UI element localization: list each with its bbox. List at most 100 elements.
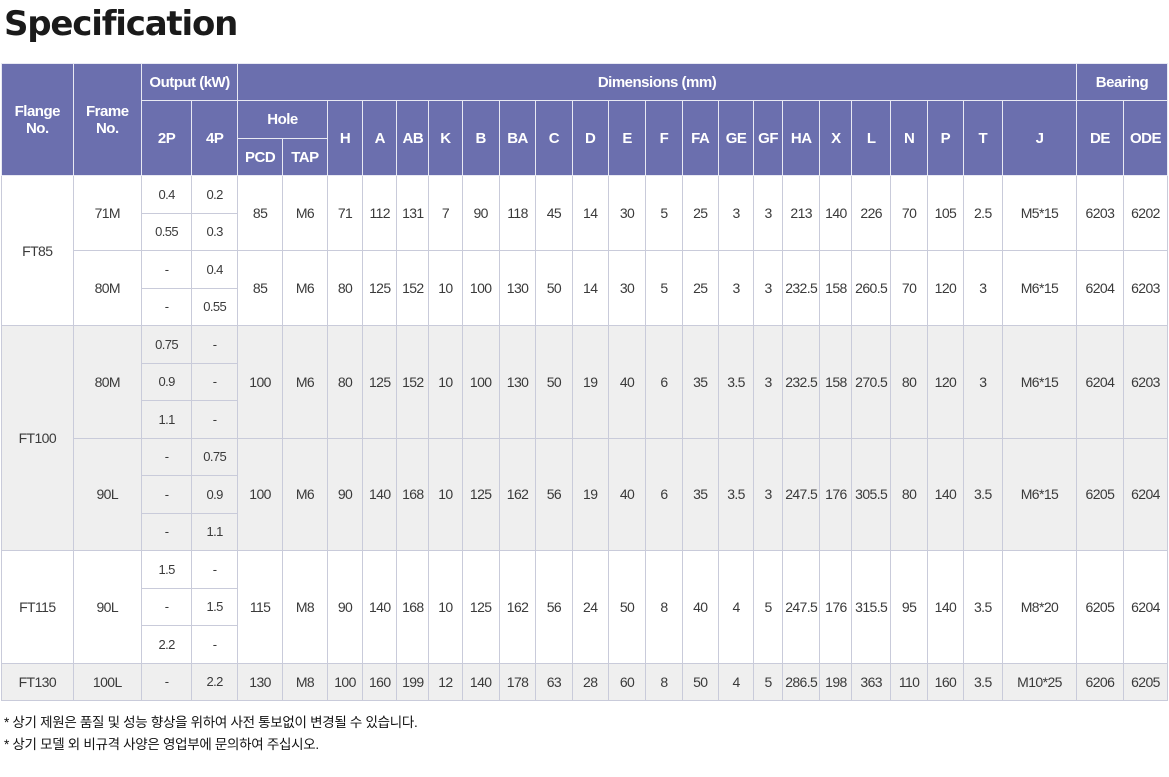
dim-h-cell: 90	[326, 437, 364, 551]
dim-fa-cell: 35	[681, 437, 719, 551]
dim-t-cell: 3.5	[962, 550, 1004, 664]
header-dim-h: H	[326, 100, 364, 176]
dim-gf-cell: 3	[753, 175, 784, 251]
dim-ge-cell: 3.5	[717, 437, 755, 551]
header-dim-n: N	[889, 100, 929, 176]
bearing-de-cell: 6203	[1075, 175, 1124, 251]
dim-f-cell: 8	[645, 662, 683, 701]
dim-j-cell: M6*15	[1002, 325, 1077, 439]
hole-tap-cell: M6	[282, 325, 328, 439]
header-dim-a: A	[362, 100, 398, 176]
dim-ha-cell: 213	[782, 175, 821, 251]
dim-f-cell: 5	[645, 175, 683, 251]
dim-h-cell: 71	[326, 175, 364, 251]
dim-t-cell: 3	[962, 250, 1004, 326]
dim-ge-cell: 4	[717, 550, 755, 664]
dim-ge-cell: 3.5	[717, 325, 755, 439]
header-frame-no: Frame No.	[72, 63, 142, 176]
dim-b-cell: 125	[461, 550, 500, 664]
dim-ab-cell: 199	[396, 662, 430, 701]
dim-ge-cell: 3	[717, 175, 755, 251]
dim-f-cell: 6	[645, 325, 683, 439]
dim-k-cell: 10	[428, 437, 463, 551]
dim-h-cell: 100	[326, 662, 364, 701]
hole-tap-cell: M8	[282, 550, 328, 664]
bearing-ode-cell: 6204	[1122, 437, 1169, 551]
table-body: FT85 71M 0.4 0.2 85 M6 71 112 131 7 90 118 45 14 30 5 25…	[1, 175, 1169, 701]
header-pcd: PCD	[237, 138, 284, 176]
output-2p-cell: 0.75	[140, 325, 193, 364]
dim-e-cell: 30	[607, 250, 647, 326]
dim-f-cell: 8	[645, 550, 683, 664]
hole-pcd-cell: 115	[237, 550, 284, 664]
output-2p-cell: 1.1	[140, 400, 193, 439]
dim-ba-cell: 130	[498, 250, 537, 326]
dim-p-cell: 140	[927, 437, 964, 551]
dim-c-cell: 63	[535, 662, 573, 701]
dim-fa-cell: 50	[681, 662, 719, 701]
table-row: -0.9	[2, 475, 1168, 514]
dim-gf-cell: 3	[753, 437, 784, 551]
dim-e-cell: 30	[607, 175, 647, 251]
output-2p-cell: -	[140, 587, 193, 626]
header-dim-j: J	[1002, 100, 1077, 176]
dim-k-cell: 10	[428, 550, 463, 664]
dim-ha-cell: 232.5	[782, 325, 821, 439]
dim-x-cell: 158	[819, 250, 853, 326]
dim-e-cell: 40	[607, 437, 647, 551]
dim-a-cell: 125	[362, 325, 398, 439]
dim-j-cell: M6*15	[1002, 250, 1077, 326]
header-dim-e: E	[607, 100, 647, 176]
dim-ha-cell: 286.5	[782, 662, 821, 701]
header-bearing-ode: ODE	[1122, 100, 1169, 176]
header-dim-ha: HA	[782, 100, 821, 176]
output-2p-cell: -	[140, 512, 193, 551]
header-dim-b: B	[461, 100, 500, 176]
flange-no-cell: FT85	[1, 175, 74, 326]
output-4p-cell: -	[191, 325, 239, 364]
bearing-de-cell: 6205	[1075, 437, 1124, 551]
output-2p-cell: -	[140, 437, 193, 476]
dim-c-cell: 50	[535, 250, 573, 326]
frame-no-cell: 100L	[72, 662, 142, 701]
bearing-ode-cell: 6202	[1122, 175, 1169, 251]
dim-gf-cell: 3	[753, 250, 784, 326]
header-dim-d: D	[571, 100, 609, 176]
dim-l-cell: 260.5	[851, 250, 891, 326]
dim-b-cell: 90	[461, 175, 500, 251]
output-4p-cell: 0.4	[191, 250, 239, 289]
dim-n-cell: 70	[889, 250, 929, 326]
dim-l-cell: 363	[851, 662, 891, 701]
dim-e-cell: 60	[607, 662, 647, 701]
dim-k-cell: 12	[428, 662, 463, 701]
dim-x-cell: 176	[819, 550, 853, 664]
hole-pcd-cell: 85	[237, 175, 284, 251]
dim-c-cell: 45	[535, 175, 573, 251]
dim-fa-cell: 40	[681, 550, 719, 664]
header-dim-ab: AB	[396, 100, 430, 176]
hole-tap-cell: M6	[282, 437, 328, 551]
dim-b-cell: 125	[461, 437, 500, 551]
dim-n-cell: 95	[889, 550, 929, 664]
dim-l-cell: 226	[851, 175, 891, 251]
dim-c-cell: 56	[535, 550, 573, 664]
dim-ha-cell: 247.5	[782, 550, 821, 664]
dim-ha-cell: 232.5	[782, 250, 821, 326]
output-4p-cell: 0.9	[191, 475, 239, 514]
dim-f-cell: 6	[645, 437, 683, 551]
dim-p-cell: 140	[927, 550, 964, 664]
output-4p-cell: 0.75	[191, 437, 239, 476]
flange-no-cell: FT130	[1, 662, 74, 701]
dim-x-cell: 140	[819, 175, 853, 251]
dim-h-cell: 80	[326, 250, 364, 326]
dim-l-cell: 305.5	[851, 437, 891, 551]
dim-d-cell: 28	[571, 662, 609, 701]
output-4p-cell: 1.1	[191, 512, 239, 551]
table-row: 0.9-	[2, 362, 1168, 401]
header-hole: Hole	[237, 100, 328, 139]
dim-t-cell: 3	[962, 325, 1004, 439]
dim-x-cell: 198	[819, 662, 853, 701]
header-dimensions: Dimensions (mm)	[237, 63, 1077, 101]
dim-fa-cell: 25	[681, 250, 719, 326]
dim-k-cell: 10	[428, 250, 463, 326]
